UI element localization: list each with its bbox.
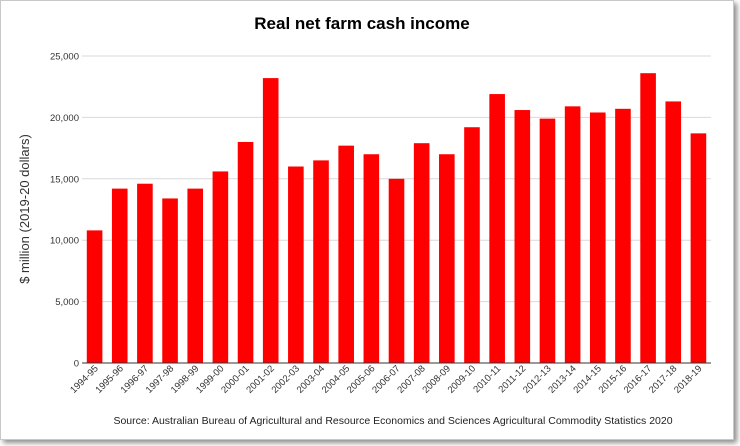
y-tick-label: 25,000 xyxy=(50,52,79,63)
bar-2010-11 xyxy=(489,94,505,364)
bar-2015-16 xyxy=(615,108,631,363)
bar-chart: Real net farm cash income $ million (201… xyxy=(17,14,711,427)
bar-2005-06 xyxy=(363,154,380,363)
bar-2002-03 xyxy=(288,166,304,363)
x-axis-ticks: 1994-951995-961996-971997-981998-991999-… xyxy=(68,363,704,395)
bar-2006-07 xyxy=(388,178,405,363)
bar-1995-96 xyxy=(111,188,128,363)
bar-1998-99 xyxy=(187,188,204,363)
bar-1999-00 xyxy=(212,171,229,363)
bar-2001-02 xyxy=(262,78,279,363)
bar-2011-12 xyxy=(514,110,531,363)
bar-2018-19 xyxy=(690,133,707,363)
y-tick-label: 20,000 xyxy=(50,113,79,124)
bar-2007-08 xyxy=(413,143,430,363)
bar-2017-18 xyxy=(665,101,682,363)
x-tick-label: 2018-19 xyxy=(672,363,704,395)
bar-1997-98 xyxy=(162,198,178,363)
bar-2008-09 xyxy=(439,154,455,363)
bar-2004-05 xyxy=(338,145,354,363)
bar-2013-14 xyxy=(564,106,581,364)
chart-frame: Real net farm cash income $ million (201… xyxy=(0,0,734,440)
bar-1996-97 xyxy=(137,183,153,363)
bar-1994-95 xyxy=(86,230,103,363)
bar-2009-10 xyxy=(464,127,480,363)
y-tick-label: 15,000 xyxy=(50,174,79,185)
x-tick-label: 2009-10 xyxy=(446,363,478,395)
y-tick-label: 10,000 xyxy=(50,236,79,247)
source-note: Source: Australian Bureau of Agricultura… xyxy=(113,415,672,427)
bar-2000-01 xyxy=(237,141,254,363)
y-tick-label: 5,000 xyxy=(55,297,79,308)
bar-2014-15 xyxy=(589,112,606,363)
y-tick-label: 0 xyxy=(74,359,79,370)
bar-2003-04 xyxy=(313,160,329,363)
chart-title: Real net farm cash income xyxy=(254,14,469,33)
y-axis-ticks: 0 5,000 10,000 15,000 20,000 25,000 xyxy=(50,52,79,370)
bar-2012-13 xyxy=(539,118,556,364)
y-axis-label: $ million (2019-20 dollars) xyxy=(17,134,32,284)
bar-2016-17 xyxy=(640,73,656,363)
bars xyxy=(86,73,707,364)
